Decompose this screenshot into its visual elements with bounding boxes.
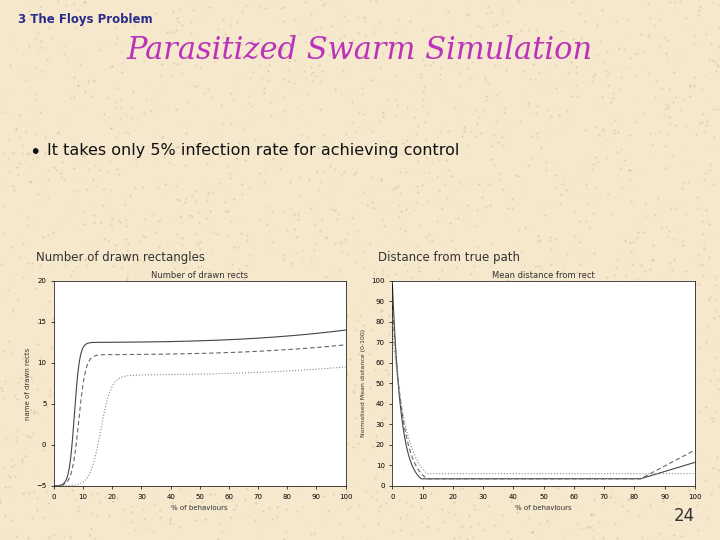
Text: It takes only 5% infection rate for achieving control: It takes only 5% infection rate for achi… [47, 143, 459, 158]
Text: 24: 24 [674, 507, 695, 525]
Text: Distance from true path: Distance from true path [378, 251, 520, 264]
Y-axis label: name of drawn rects: name of drawn rects [24, 347, 30, 420]
Y-axis label: Normalised Mean distance (0-100): Normalised Mean distance (0-100) [361, 329, 366, 437]
Text: 3 The Floys Problem: 3 The Floys Problem [18, 14, 153, 26]
Text: Number of drawn rectangles: Number of drawn rectangles [36, 251, 205, 264]
Text: Parasitized Swarm Simulation: Parasitized Swarm Simulation [127, 35, 593, 66]
X-axis label: % of behaviours: % of behaviours [516, 505, 572, 511]
Title: Mean distance from rect: Mean distance from rect [492, 271, 595, 280]
Title: Number of drawn rects: Number of drawn rects [151, 271, 248, 280]
X-axis label: % of behaviours: % of behaviours [171, 505, 228, 511]
Text: •: • [29, 143, 40, 162]
